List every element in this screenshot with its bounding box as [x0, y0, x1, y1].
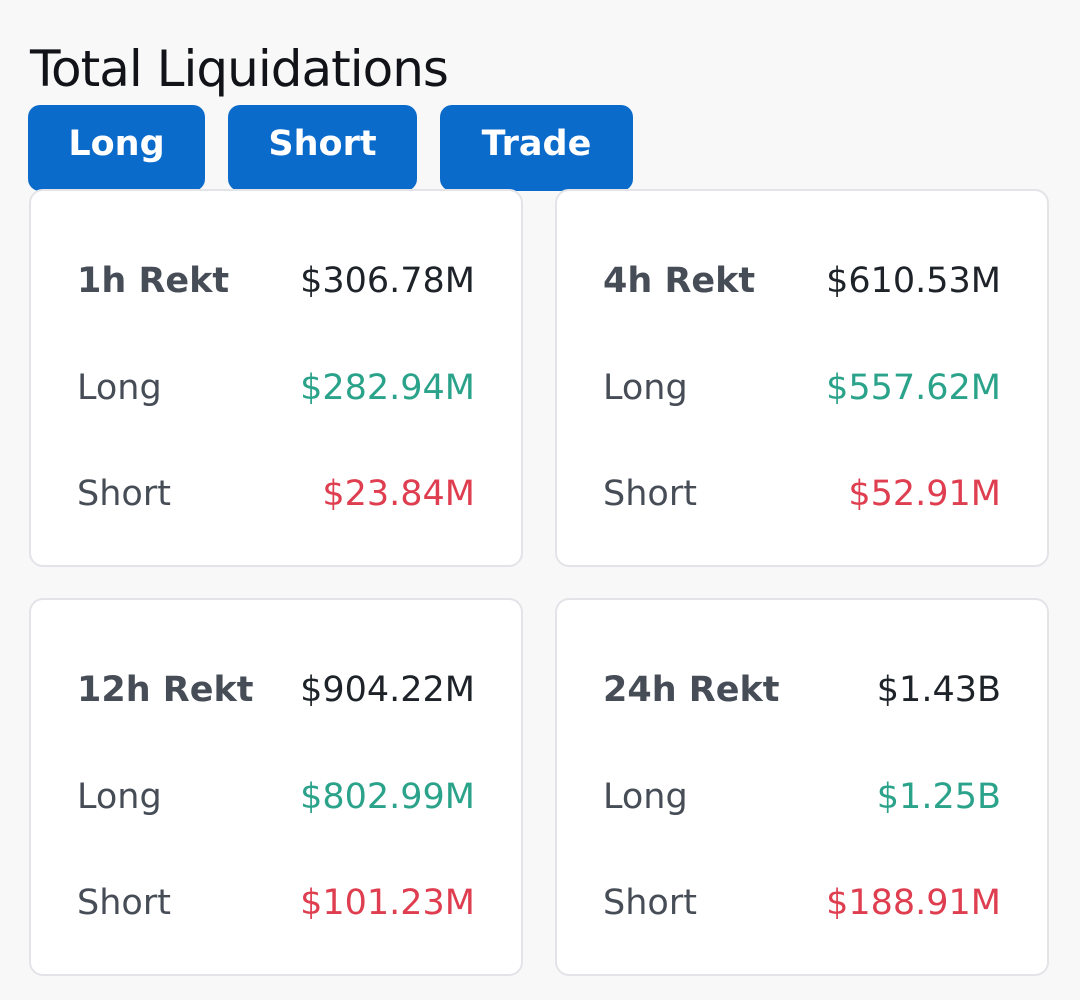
long-row: Long $282.94M — [77, 363, 475, 413]
long-label: Long — [77, 368, 162, 408]
long-value: $802.99M — [300, 777, 475, 817]
short-row: Short $188.91M — [603, 878, 1001, 928]
long-row: Long $557.62M — [603, 363, 1001, 413]
total-value: $306.78M — [300, 261, 475, 301]
page-title: Total Liquidations — [30, 40, 449, 98]
short-row: Short $101.23M — [77, 878, 475, 928]
short-value: $101.23M — [300, 883, 475, 923]
short-value: $188.91M — [826, 883, 1001, 923]
short-label: Short — [603, 474, 697, 514]
long-row: Long $1.25B — [603, 772, 1001, 822]
period-label: 12h Rekt — [77, 670, 254, 710]
long-value: $282.94M — [300, 368, 475, 408]
long-label: Long — [603, 368, 688, 408]
short-label: Short — [603, 883, 697, 923]
long-row: Long $802.99M — [77, 772, 475, 822]
total-value: $1.43B — [876, 670, 1001, 710]
short-label: Short — [77, 474, 171, 514]
total-row: 1h Rekt $306.78M — [77, 256, 475, 306]
total-row: 4h Rekt $610.53M — [603, 256, 1001, 306]
total-row: 24h Rekt $1.43B — [603, 665, 1001, 715]
tab-long[interactable]: Long — [28, 105, 205, 191]
tab-short[interactable]: Short — [228, 105, 417, 191]
period-label: 24h Rekt — [603, 670, 780, 710]
total-row: 12h Rekt $904.22M — [77, 665, 475, 715]
tab-trade[interactable]: Trade — [440, 105, 633, 191]
long-value: $557.62M — [826, 368, 1001, 408]
long-label: Long — [77, 777, 162, 817]
liquidation-card-1h: 1h Rekt $306.78M Long $282.94M Short $23… — [29, 189, 523, 567]
period-label: 4h Rekt — [603, 261, 756, 301]
short-value: $52.91M — [848, 474, 1001, 514]
total-value: $610.53M — [826, 261, 1001, 301]
short-row: Short $23.84M — [77, 469, 475, 519]
liquidation-card-12h: 12h Rekt $904.22M Long $802.99M Short $1… — [29, 598, 523, 976]
short-row: Short $52.91M — [603, 469, 1001, 519]
liquidation-card-24h: 24h Rekt $1.43B Long $1.25B Short $188.9… — [555, 598, 1049, 976]
total-value: $904.22M — [300, 670, 475, 710]
long-label: Long — [603, 777, 688, 817]
long-value: $1.25B — [876, 777, 1001, 817]
short-label: Short — [77, 883, 171, 923]
period-label: 1h Rekt — [77, 261, 230, 301]
liquidation-card-4h: 4h Rekt $610.53M Long $557.62M Short $52… — [555, 189, 1049, 567]
short-value: $23.84M — [322, 474, 475, 514]
